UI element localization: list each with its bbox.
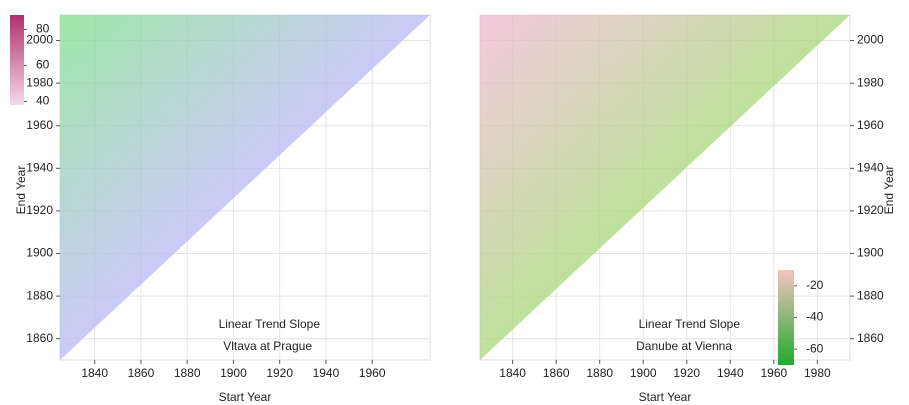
y-tick-label: 1860 <box>26 331 53 345</box>
x-tick-label: 1960 <box>760 366 787 380</box>
y-tick-label: 1900 <box>26 246 53 260</box>
x-tick-label: 1860 <box>543 366 570 380</box>
y-tick-label: 1960 <box>857 118 884 132</box>
y-tick-label: 1880 <box>857 288 884 302</box>
y-tick-label: 1960 <box>26 118 53 132</box>
trend-triangle <box>480 15 850 360</box>
x-tick-label: 1920 <box>673 366 700 380</box>
colorbar <box>778 270 794 365</box>
y-tick-label: 1920 <box>857 203 884 217</box>
y-tick-label: 1980 <box>26 75 53 89</box>
x-tick-label: 1920 <box>266 366 293 380</box>
y-tick-label: 1920 <box>26 203 53 217</box>
colorbar-tick-label: -40 <box>806 310 824 324</box>
y-tick-label: 1980 <box>857 75 884 89</box>
colorbar-tick-label: 60 <box>36 58 50 72</box>
colorbar-tick-label: 40 <box>36 94 50 108</box>
x-axis-label: Start Year <box>639 390 692 404</box>
legend-subtitle: Danube at Vienna <box>636 339 732 353</box>
x-tick-label: 1840 <box>499 366 526 380</box>
trend-triangle <box>60 15 430 360</box>
y-axis-label: End Year <box>14 166 28 215</box>
colorbar-tick-label: -60 <box>806 341 824 355</box>
x-tick-label: 1940 <box>717 366 744 380</box>
y-tick-label: 1880 <box>26 288 53 302</box>
colorbar-tick-label: 80 <box>36 22 50 36</box>
x-tick-label: 1960 <box>359 366 386 380</box>
y-tick-label: 2000 <box>26 33 53 47</box>
colorbar <box>10 15 24 105</box>
x-tick-label: 1840 <box>81 366 108 380</box>
y-tick-label: 1940 <box>26 161 53 175</box>
x-tick-label: 1980 <box>804 366 831 380</box>
x-tick-label: 1880 <box>586 366 613 380</box>
y-tick-label: 2000 <box>857 33 884 47</box>
x-tick-label: 1900 <box>220 366 247 380</box>
y-tick-label: 1900 <box>857 246 884 260</box>
x-tick-label: 1940 <box>313 366 340 380</box>
y-tick-label: 1860 <box>857 331 884 345</box>
y-axis-label: End Year <box>882 166 896 215</box>
x-tick-label: 1860 <box>128 366 155 380</box>
x-tick-label: 1900 <box>630 366 657 380</box>
x-tick-label: 1880 <box>174 366 201 380</box>
colorbar-tick-label: -20 <box>806 278 824 292</box>
legend-subtitle: Vltava at Prague <box>223 339 312 353</box>
x-axis-label: Start Year <box>219 390 272 404</box>
legend-title: Linear Trend Slope <box>639 317 741 331</box>
legend-title: Linear Trend Slope <box>219 317 321 331</box>
y-tick-label: 1940 <box>857 161 884 175</box>
